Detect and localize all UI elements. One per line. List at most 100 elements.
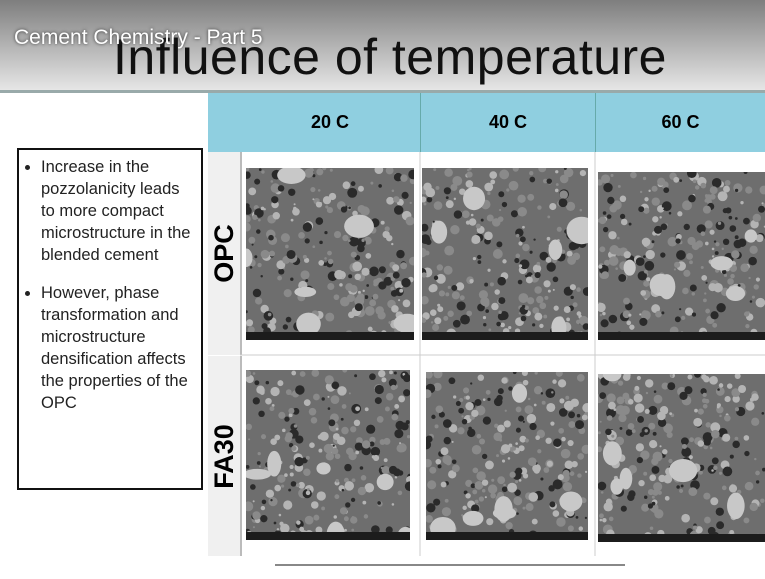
grain [744, 435, 750, 441]
grain [519, 445, 525, 451]
grain [618, 380, 623, 385]
grain [265, 398, 272, 405]
grain [673, 177, 679, 183]
grain [663, 187, 669, 193]
grain [735, 437, 739, 441]
grain [257, 461, 261, 465]
grain [396, 250, 404, 258]
grain [513, 370, 517, 374]
grain [325, 313, 334, 322]
particle [294, 287, 316, 297]
grain [394, 372, 397, 375]
grain [722, 434, 730, 442]
grain [573, 302, 578, 307]
grain [516, 234, 520, 238]
grain [486, 518, 493, 525]
grain [537, 205, 541, 209]
grain [637, 376, 641, 380]
grain [348, 206, 351, 209]
grain [381, 467, 383, 469]
grain [384, 458, 388, 462]
grain [438, 464, 442, 468]
grain [491, 479, 494, 482]
grain [454, 210, 462, 218]
grain [750, 300, 753, 303]
grain [350, 285, 358, 293]
grain [268, 497, 277, 506]
grain [471, 235, 480, 244]
grain [754, 284, 759, 289]
grain [483, 316, 486, 319]
grain [309, 408, 317, 416]
grain [349, 237, 359, 247]
grain [626, 321, 631, 326]
grain [392, 189, 395, 192]
grain [269, 406, 274, 411]
grain [493, 432, 502, 441]
grain [388, 321, 391, 324]
grain [469, 218, 477, 226]
grain [294, 424, 298, 428]
grain [751, 393, 758, 400]
grain [457, 427, 464, 434]
scale-strip [246, 332, 414, 340]
grain [437, 306, 443, 312]
grain [281, 233, 290, 242]
grain [535, 435, 540, 440]
grain [516, 428, 521, 433]
grain [294, 457, 303, 466]
grain [662, 207, 664, 209]
grain [702, 393, 706, 397]
grain [250, 266, 253, 269]
grain [405, 481, 415, 491]
grain [646, 277, 650, 281]
grain [289, 465, 293, 469]
grain [646, 392, 648, 394]
grain [710, 311, 718, 319]
grain [667, 432, 673, 438]
grain [426, 503, 435, 512]
grain [745, 324, 749, 328]
grain [398, 396, 405, 403]
grain [296, 483, 300, 487]
grain [423, 459, 432, 468]
grain [648, 406, 657, 415]
grain [580, 170, 586, 176]
grain [722, 248, 724, 250]
grain [716, 387, 725, 396]
grain [269, 251, 275, 257]
grain [386, 167, 394, 175]
grain [521, 316, 527, 322]
grain [724, 274, 727, 277]
grain [603, 227, 608, 232]
grain [487, 214, 494, 221]
grain [365, 407, 369, 411]
grain [525, 438, 529, 442]
grain [373, 294, 379, 300]
grain [570, 284, 576, 290]
grain [640, 290, 646, 296]
grain [461, 415, 463, 417]
grain [253, 397, 260, 404]
grain [553, 439, 561, 447]
grain [744, 451, 749, 456]
grain [341, 427, 349, 435]
grain [345, 481, 355, 491]
grain [722, 486, 727, 491]
grain [643, 243, 647, 247]
grain [285, 245, 289, 249]
grain [604, 502, 613, 511]
grain [518, 416, 524, 422]
grain [701, 231, 706, 236]
grain [559, 198, 568, 207]
grain [498, 297, 505, 304]
grain [642, 310, 647, 315]
grain [426, 188, 436, 198]
grain [486, 390, 491, 395]
grain [469, 279, 473, 283]
grain [483, 416, 491, 424]
grain [703, 404, 708, 409]
grain [599, 246, 605, 252]
grain [688, 487, 697, 496]
grain [377, 501, 381, 505]
